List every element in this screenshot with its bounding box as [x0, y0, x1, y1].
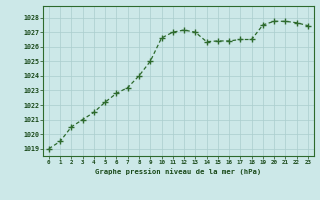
X-axis label: Graphe pression niveau de la mer (hPa): Graphe pression niveau de la mer (hPa)	[95, 168, 261, 175]
